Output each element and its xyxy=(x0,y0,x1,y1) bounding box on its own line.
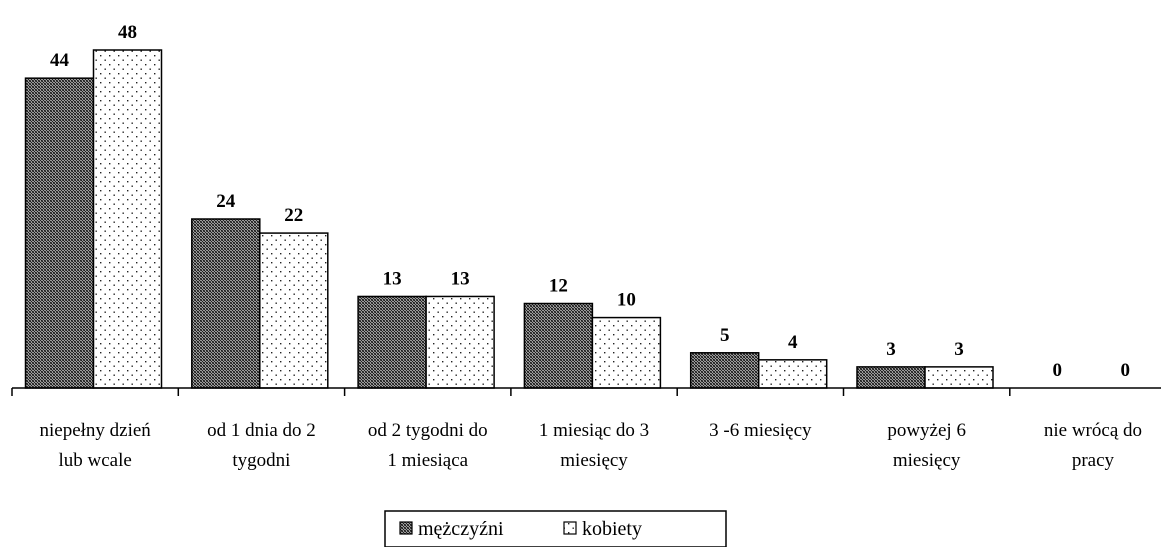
data-label: 24 xyxy=(216,191,236,212)
data-label: 4 xyxy=(788,332,798,353)
bar-women-4 xyxy=(757,359,828,389)
legend-label-men: mężczyźni xyxy=(418,518,504,540)
category-label-line: 1 miesiąc do 3 xyxy=(539,420,649,441)
data-label: 44 xyxy=(50,50,70,71)
data-label: 0 xyxy=(1053,360,1063,381)
data-label: 3 xyxy=(886,339,896,360)
category-label-line: miesięcy xyxy=(560,450,628,471)
category-label-line: od 1 dnia do 2 xyxy=(207,420,316,441)
category-label-line: 3 -6 miesięcy xyxy=(709,420,812,441)
category-label: niepełny dzień lub wcale xyxy=(39,420,151,471)
category-label-line: 1 miesiąca xyxy=(387,450,468,471)
category-label: powyżej 6 miesięcy xyxy=(887,420,966,471)
data-label: 13 xyxy=(383,268,402,289)
legend-swatch-women xyxy=(563,521,577,535)
bar-women-1 xyxy=(259,232,329,389)
category-label-line: pracy xyxy=(1072,450,1115,471)
category-label-line: lub wcale xyxy=(58,450,131,471)
data-label: 48 xyxy=(118,22,137,43)
legend-box xyxy=(384,510,727,547)
category-label-line: tygodni xyxy=(232,450,290,471)
bar-women-5 xyxy=(924,366,994,389)
legend: mężczyźni kobiety xyxy=(384,510,727,547)
bar-women-3 xyxy=(591,316,662,389)
category-label-line: nie wrócą do xyxy=(1044,420,1142,441)
category-label-line: od 2 tygodni do xyxy=(368,420,488,441)
category-label-line: powyżej 6 xyxy=(887,420,966,441)
x-axis: niepełny dzień lub wcale od 1 dnia do 2 tyg… xyxy=(11,387,1161,471)
legend-label-women: kobiety xyxy=(582,518,642,540)
bar-women-2 xyxy=(425,295,495,389)
bar-men-3 xyxy=(523,302,594,389)
category-label: od 1 dnia do 2 tygodni xyxy=(207,420,316,471)
category-label-line: niepełny dzień xyxy=(39,420,151,441)
data-label: 12 xyxy=(549,276,568,297)
category-label: 3 -6 miesięcy xyxy=(709,420,812,441)
data-label: 13 xyxy=(451,268,470,289)
category-label: nie wrócą do pracy xyxy=(1044,420,1142,471)
data-label: 0 xyxy=(1121,360,1131,381)
bar-men-2 xyxy=(357,295,427,389)
bar-men-4 xyxy=(689,352,760,389)
bar-men-0 xyxy=(24,77,95,389)
bar-women-0 xyxy=(92,49,163,389)
data-label: 3 xyxy=(954,339,964,360)
category-label-line: miesięcy xyxy=(893,450,961,471)
bar-men-1 xyxy=(191,218,261,389)
category-label: 1 miesiąc do 3 miesięcy xyxy=(539,420,649,471)
category-label: od 2 tygodni do 1 miesiąca xyxy=(368,420,488,471)
bars-layer xyxy=(24,49,994,389)
data-label: 22 xyxy=(284,205,303,226)
legend-swatch-men xyxy=(399,521,413,535)
bar-men-5 xyxy=(856,366,926,389)
data-labels-layer: 44 48 24 22 13 13 12 10 5 4 3 3 0 0 xyxy=(50,22,1130,381)
data-label: 10 xyxy=(617,290,636,311)
data-label: 5 xyxy=(720,325,730,346)
